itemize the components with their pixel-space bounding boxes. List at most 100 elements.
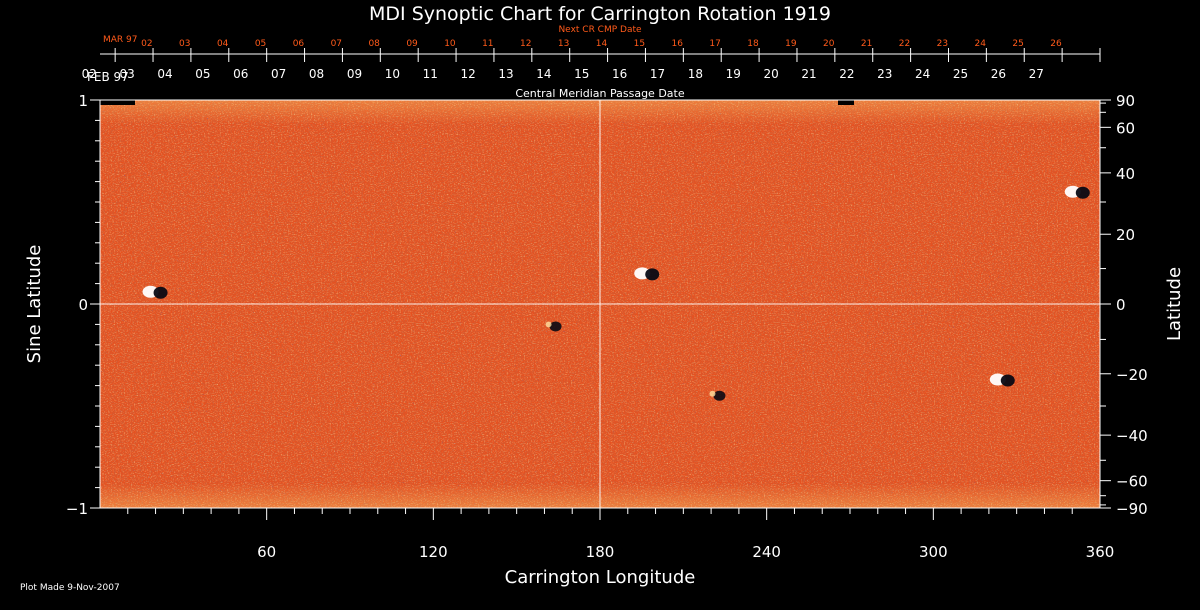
active-region [142, 285, 168, 299]
negative-flux-patch [153, 286, 168, 299]
right-tick-label: −60 [1116, 473, 1148, 491]
cmp-date-label: 08 [309, 67, 324, 81]
next-cr-date-label: 21 [861, 39, 872, 49]
next-cr-date-label: 16 [671, 39, 683, 49]
next-cr-date-label: 02 [141, 39, 152, 49]
cmp-date-label: 15 [574, 67, 589, 81]
cmp-date-label: 02 [82, 67, 97, 81]
x-tick-label: 240 [752, 543, 781, 561]
cmp-date-label: 14 [536, 67, 551, 81]
cmp-date-label: 04 [157, 67, 172, 81]
cmp-axis-label: Central Meridian Passage Date [515, 87, 684, 100]
next-cr-date-label: 18 [747, 39, 759, 49]
right-tick-label: −40 [1116, 427, 1148, 445]
negative-flux-patch [1075, 186, 1090, 199]
active-region [1064, 185, 1090, 199]
cmp-date-label: 16 [612, 67, 627, 81]
cmp-ticks [114, 54, 1101, 62]
next-cr-date-label: 08 [368, 39, 380, 49]
x-tick-label: 60 [257, 543, 276, 561]
cmp-date-label: 25 [953, 67, 968, 81]
active-region [545, 321, 562, 332]
next-cr-date-label: 10 [444, 39, 456, 49]
right-y-axis-ticks [1100, 99, 1111, 509]
next-cr-month-label: MAR 97 [103, 35, 138, 45]
right-tick-label: 40 [1116, 165, 1135, 183]
active-region [634, 267, 660, 281]
chart-title: MDI Synoptic Chart for Carrington Rotati… [369, 3, 831, 25]
next-cr-date-label: 11 [482, 39, 493, 49]
next-cr-ticks [114, 48, 1101, 54]
cmp-date-label: 27 [1029, 67, 1044, 81]
next-cr-date-label: 25 [1012, 39, 1023, 49]
positive-flux-patch [545, 321, 552, 328]
next-cr-date-label: 26 [1050, 39, 1062, 49]
map-gap-right [838, 100, 854, 105]
gridlines [100, 100, 1100, 508]
x-tick-label: 300 [919, 543, 948, 561]
next-cr-date-label: 15 [634, 39, 645, 49]
negative-flux-patch [549, 321, 562, 332]
left-y-axis-ticks [90, 99, 100, 509]
right-tick-label: 60 [1116, 119, 1135, 137]
cmp-date-label: 17 [650, 67, 665, 81]
right-y-axis-tick-labels: 90 60 40 20 0 −20 −40 −60 −90 [1116, 92, 1148, 518]
right-tick-label: −20 [1116, 366, 1148, 384]
cmp-date-label: 23 [877, 67, 892, 81]
left-tick-label: 1 [78, 92, 88, 110]
x-axis-ticks [127, 508, 1073, 520]
right-tick-label: 90 [1116, 92, 1135, 110]
cmp-date-label: 22 [839, 67, 854, 81]
left-tick-label: 0 [78, 296, 88, 314]
x-tick-label: 120 [419, 543, 448, 561]
cmp-date-label: 24 [915, 67, 930, 81]
next-cr-date-label: 09 [406, 39, 418, 49]
x-tick-label: 180 [586, 543, 615, 561]
next-cr-date-label: 22 [899, 39, 910, 49]
right-tick-label: 0 [1116, 296, 1126, 314]
next-cr-date-label: 06 [293, 39, 305, 49]
cmp-date-label: 18 [688, 67, 703, 81]
cmp-date-label: 20 [763, 67, 778, 81]
next-cr-date-label: 19 [785, 39, 797, 49]
cmp-date-label: 10 [385, 67, 400, 81]
negative-flux-patch [1000, 374, 1015, 387]
active-region [709, 390, 726, 401]
right-tick-label: −90 [1116, 500, 1148, 518]
cmp-date-labels: 27 26 25 24 23 22 21 20 19 18 17 16 15 14 13 12 11 10 09 08… [82, 67, 1044, 81]
positive-flux-patch [709, 390, 716, 397]
left-y-axis-label: Sine Latitude [24, 245, 45, 364]
x-axis-label: Carrington Longitude [505, 567, 696, 588]
plot-made-footer: Plot Made 9-Nov-2007 [20, 583, 120, 593]
cmp-date-label: 26 [991, 67, 1006, 81]
next-cr-date-label: 17 [709, 39, 720, 49]
next-cr-date-label: 03 [179, 39, 190, 49]
next-cr-date-label: 14 [596, 39, 608, 49]
map-gap-left [100, 100, 135, 105]
cmp-date-label: 21 [801, 67, 816, 81]
cmp-date-label: 12 [460, 67, 475, 81]
cmp-date-label: 07 [271, 67, 286, 81]
x-tick-label: 360 [1086, 543, 1115, 561]
cmp-date-label: 13 [498, 67, 513, 81]
left-tick-label: −1 [66, 500, 88, 518]
cmp-date-label: 09 [347, 67, 362, 81]
negative-flux-patch [645, 268, 660, 281]
next-cr-date-label: 23 [937, 39, 948, 49]
cmp-date-label: 03 [120, 67, 135, 81]
right-tick-label: 20 [1116, 226, 1135, 244]
cmp-date-label: 06 [233, 67, 248, 81]
negative-flux-patch [713, 390, 726, 401]
x-axis-tick-labels: 60 120 180 240 300 360 [257, 543, 1114, 561]
next-cr-date-label: 20 [823, 39, 835, 49]
next-cr-date-label: 24 [975, 39, 987, 49]
next-cr-date-label: 04 [217, 39, 229, 49]
active-region [989, 373, 1015, 387]
right-y-axis-label: Latitude [1164, 267, 1185, 341]
cmp-date-label: 19 [726, 67, 741, 81]
left-y-axis-tick-labels: 1 0 −1 [66, 92, 88, 518]
next-cr-date-label: 07 [331, 39, 342, 49]
next-cr-date-labels: 26 25 24 23 22 21 20 19 18 17 16 15 14 13 12 11 10 09 08 07… [141, 39, 1062, 49]
next-cr-date-label: 05 [255, 39, 266, 49]
